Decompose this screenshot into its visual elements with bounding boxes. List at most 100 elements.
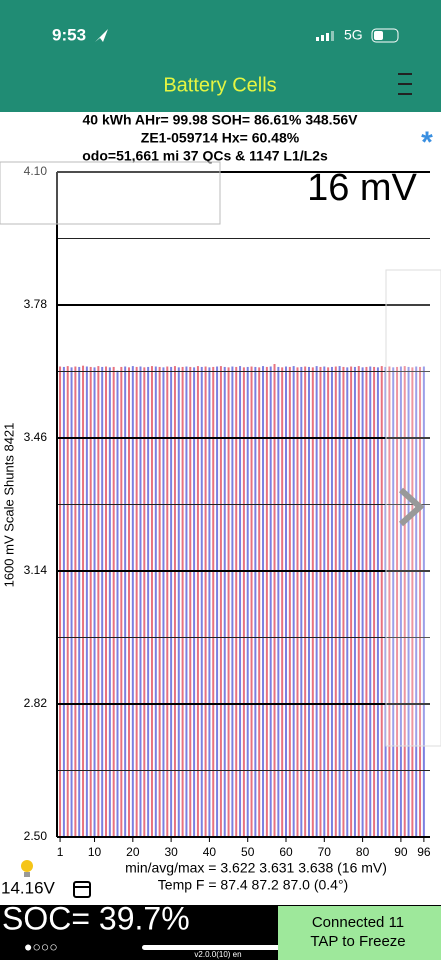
- cell-bar: [147, 366, 150, 837]
- bulb-icon[interactable]: [21, 860, 33, 877]
- cell-bar: [181, 366, 184, 837]
- cell-bar: [376, 367, 379, 837]
- cell-bar: [315, 366, 318, 837]
- cell-bar: [330, 366, 333, 837]
- cell-bar: [135, 366, 138, 837]
- cell-bar: [273, 364, 276, 837]
- y-axis-label: 1600 mV Scale Shunts 8421: [1, 423, 16, 588]
- calendar-icon[interactable]: [73, 881, 91, 898]
- status-time: 9:53: [52, 25, 86, 44]
- y-tick-label: 3.78: [24, 297, 48, 311]
- cell-bar: [212, 366, 215, 837]
- cell-bar: [254, 366, 257, 837]
- cell-bar: [66, 366, 69, 837]
- connect-button[interactable]: [278, 906, 441, 960]
- cell-bar: [62, 366, 65, 837]
- cell-bar: [296, 367, 299, 837]
- cell-bar: [120, 366, 123, 837]
- overlay-box: [0, 161, 221, 225]
- cell-bar: [292, 366, 295, 837]
- cell-bar: [177, 367, 180, 837]
- cell-bar: [353, 366, 356, 837]
- header-bar: [0, 0, 441, 112]
- x-tick-label: 10: [88, 845, 102, 859]
- header-title: Battery Cells: [163, 74, 276, 96]
- location-icon: [95, 29, 108, 42]
- cell-bar: [101, 366, 104, 837]
- page-dots: ●○○○: [24, 939, 58, 955]
- battery-level: [374, 31, 383, 40]
- cell-bar: [369, 366, 372, 837]
- cell-bar: [124, 366, 127, 837]
- cell-bar: [392, 367, 395, 837]
- cell-bar: [70, 367, 73, 837]
- pack-voltage: 14.16V: [1, 878, 56, 897]
- cell-bar: [227, 367, 230, 837]
- cell-bar: [208, 367, 211, 837]
- cell-bar: [285, 366, 288, 837]
- cell-bar: [97, 366, 100, 837]
- y-tick-label: 2.50: [24, 829, 48, 843]
- cell-bar: [380, 366, 383, 837]
- cell-bar: [154, 366, 157, 837]
- cell-bar: [388, 366, 391, 837]
- cell-bar: [219, 366, 222, 837]
- y-tick-label: 3.14: [24, 563, 48, 577]
- cell-bar: [396, 366, 399, 837]
- cell-bar: [112, 366, 115, 837]
- cell-bar: [93, 367, 96, 837]
- cell-bar: [258, 367, 261, 837]
- cell-bar: [143, 367, 146, 837]
- cell-bar: [399, 366, 402, 837]
- info-line: ZE1-059714 Hx= 60.48%: [141, 130, 300, 146]
- status-network: 5G: [344, 27, 363, 43]
- cell-bar: [342, 366, 345, 837]
- cell-bar: [327, 367, 330, 837]
- cell-bar: [265, 366, 268, 837]
- battery-icon: [371, 28, 399, 43]
- cell-bar: [162, 367, 165, 837]
- cell-bar: [262, 366, 265, 837]
- cell-bar: [288, 366, 291, 837]
- cell-bar: [277, 366, 280, 837]
- x-tick-label: 60: [279, 845, 293, 859]
- cell-bar: [127, 367, 130, 837]
- cell-bar: [139, 366, 142, 837]
- cell-bar: [373, 366, 376, 837]
- cell-bar: [311, 367, 314, 837]
- cell-bar: [82, 365, 85, 837]
- cell-bar: [200, 366, 203, 837]
- freeze-action[interactable]: TAP to Freeze: [310, 933, 405, 950]
- cell-bar: [242, 367, 245, 837]
- next-arrow[interactable]: [398, 487, 425, 527]
- y-tick-label: 4.10: [24, 164, 48, 178]
- cell-bar: [231, 366, 234, 837]
- cell-bar: [269, 366, 272, 837]
- connection-status: Connected 11: [312, 914, 404, 931]
- cell-bar: [338, 366, 341, 837]
- cell-bar: [334, 366, 337, 837]
- cell-bar: [411, 367, 414, 837]
- temp-stats: Temp F = 87.4 87.2 87.0 (0.4°): [158, 877, 348, 893]
- cell-stats: min/avg/max = 3.622 3.631 3.638 (16 mV): [125, 860, 387, 876]
- cell-bar: [196, 366, 199, 837]
- soc: SOC= 39.7%: [2, 900, 190, 936]
- x-tick-label: 50: [241, 845, 255, 859]
- cell-bar: [300, 366, 303, 837]
- x-tick-label: 70: [318, 845, 332, 859]
- cell-bar: [350, 366, 353, 837]
- cell-bar: [131, 366, 134, 837]
- x-tick-label: 40: [203, 845, 217, 859]
- menu-button[interactable]: [398, 73, 412, 95]
- version: v2.0.0(10) en: [194, 950, 241, 959]
- star-button[interactable]: *: [421, 126, 433, 159]
- cell-bar: [304, 366, 307, 837]
- spread-label: 16 mV: [307, 167, 417, 209]
- cell-bar: [105, 366, 108, 837]
- overlay-box: [385, 269, 441, 747]
- cell-bar: [281, 367, 284, 837]
- cell-bar: [361, 367, 364, 837]
- signal-icon: [316, 31, 334, 41]
